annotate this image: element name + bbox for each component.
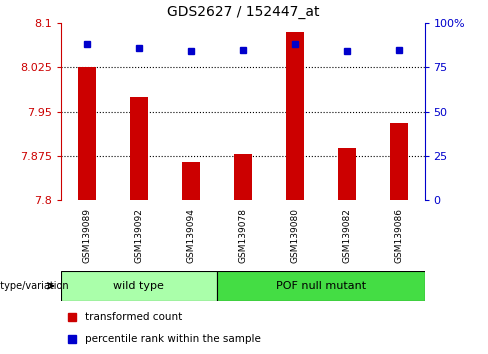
Title: GDS2627 / 152447_at: GDS2627 / 152447_at (166, 5, 319, 19)
Bar (285, 32, 304, 200)
Text: GSM139078: GSM139078 (238, 208, 247, 263)
Bar (78, 67, 96, 200)
Text: percentile rank within the sample: percentile rank within the sample (84, 334, 261, 344)
Bar (130, 97, 148, 200)
Text: genotype/variation: genotype/variation (0, 281, 69, 291)
Text: GSM139089: GSM139089 (82, 208, 91, 263)
Text: transformed count: transformed count (84, 312, 182, 322)
Bar (182, 162, 200, 200)
Bar (389, 123, 407, 200)
Text: wild type: wild type (114, 281, 164, 291)
Bar (217, 271, 425, 301)
Text: GSM139092: GSM139092 (134, 208, 143, 263)
Bar (61, 271, 217, 301)
Bar (234, 154, 252, 200)
Bar (338, 148, 356, 200)
Text: GSM139086: GSM139086 (394, 208, 403, 263)
Text: GSM139082: GSM139082 (342, 208, 351, 263)
Text: GSM139080: GSM139080 (290, 208, 299, 263)
Text: POF null mutant: POF null mutant (276, 281, 366, 291)
Text: GSM139094: GSM139094 (186, 208, 195, 263)
